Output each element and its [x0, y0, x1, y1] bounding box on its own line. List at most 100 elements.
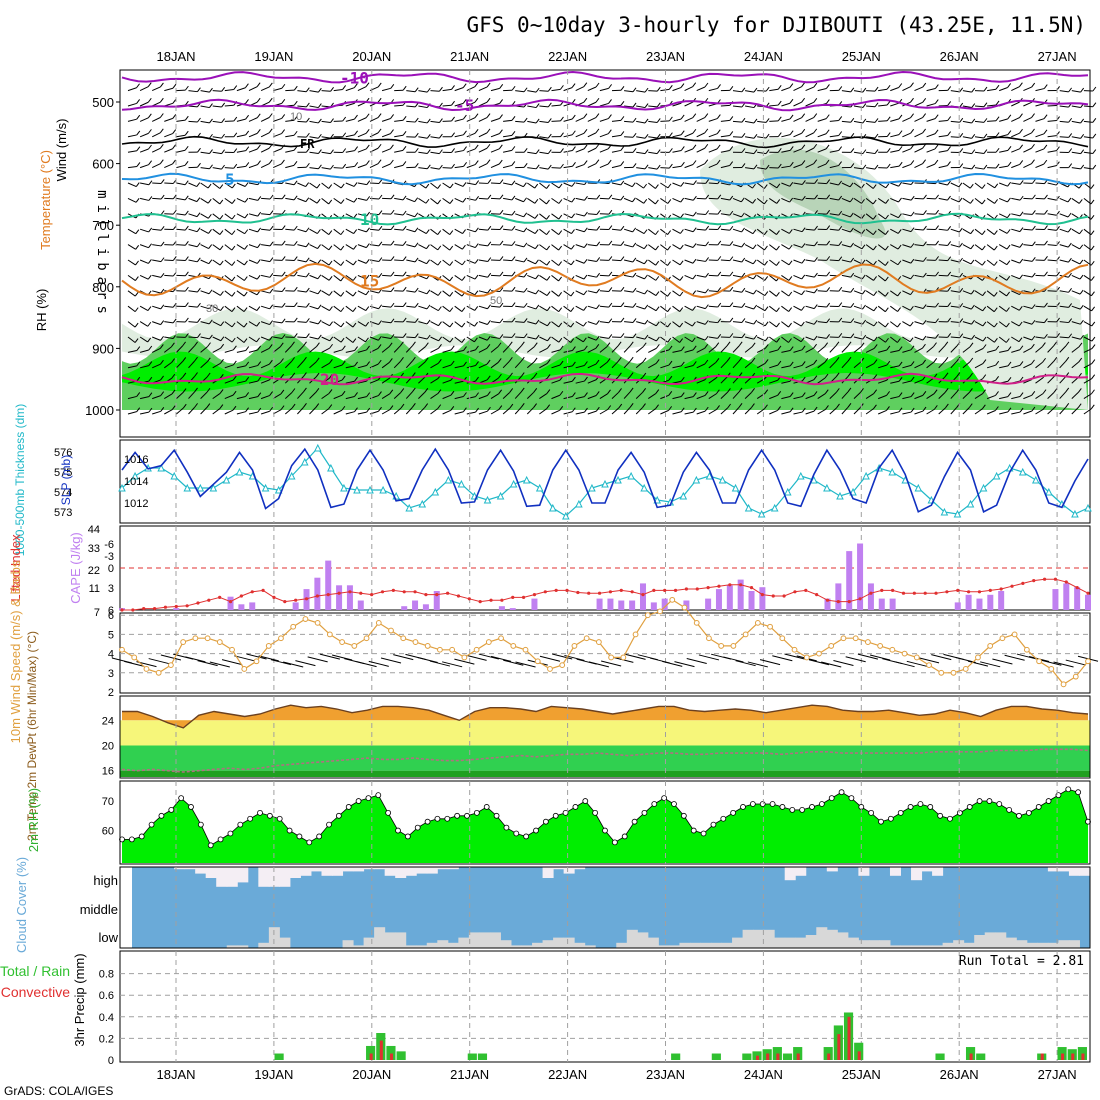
- wind-barb: [575, 244, 585, 248]
- wind-barb-flag: [679, 276, 684, 281]
- wind-barb-flag: [134, 291, 139, 297]
- wind-barb: [260, 363, 270, 369]
- wind-barb-flag: [764, 291, 769, 296]
- wind-barb: [865, 336, 875, 342]
- wind10m-barb: [429, 660, 451, 667]
- wind-barb-flag: [520, 387, 525, 393]
- wind-barb-flag: [424, 342, 429, 347]
- wind-barb-flag: [194, 356, 198, 362]
- cloud-low-block: [932, 945, 944, 948]
- wind-barb: [273, 274, 283, 277]
- wind-barb: [454, 182, 464, 187]
- wind-barb-flag: [897, 322, 901, 328]
- wind-barb-flag: [922, 359, 927, 365]
- x-tick-bottom: 19JAN: [254, 1067, 293, 1082]
- wind-barb-flag: [959, 303, 964, 308]
- wind-barb: [1047, 345, 1055, 353]
- wind-barb-flag: [885, 337, 889, 343]
- rh2m-point: [237, 821, 244, 828]
- wind-barb-flag: [159, 159, 164, 165]
- wind-barb: [999, 134, 1009, 138]
- wind-barb: [127, 336, 136, 343]
- wind-barb-flag: [257, 144, 261, 150]
- wind-barb-flag: [982, 306, 987, 312]
- wind10m-barb: [662, 660, 683, 667]
- wind-barb: [877, 336, 886, 343]
- wind-barb-flag: [608, 271, 613, 277]
- wind-barb-flag: [365, 129, 370, 134]
- wind-barb: [877, 228, 886, 235]
- wind-barb: [309, 120, 319, 124]
- wind-barb-flag: [451, 100, 455, 106]
- wind-barb: [648, 259, 656, 266]
- wind-barb: [914, 101, 923, 107]
- wind-barb-flag: [971, 164, 976, 170]
- wind-barb-flag: [402, 161, 407, 166]
- wind-barb-flag: [947, 333, 952, 338]
- wind-barb: [768, 244, 777, 251]
- lifted-index-point: [576, 590, 580, 595]
- wind-barb: [890, 228, 899, 234]
- wind-barb: [430, 393, 439, 400]
- wind-barb-flag: [717, 209, 722, 215]
- wind-barb-flag: [813, 406, 818, 412]
- wind-barb-flag: [535, 149, 540, 154]
- wind-barb: [236, 350, 246, 353]
- wind-barb-flag: [160, 336, 164, 341]
- wind-barb: [503, 213, 513, 216]
- wind10m-barb: [1065, 659, 1086, 666]
- wind-barb: [962, 244, 972, 250]
- wind-barb-flag: [340, 261, 345, 266]
- wind-barb: [369, 163, 379, 169]
- wind-barb: [260, 147, 270, 153]
- wind-barb: [405, 407, 413, 415]
- wind-barb-flag: [135, 182, 140, 187]
- wind-barb: [684, 101, 693, 107]
- wind-barb: [164, 321, 174, 324]
- wind-barb: [974, 408, 983, 415]
- wind-barb-flag: [402, 85, 407, 91]
- wind-barb-flag: [982, 336, 987, 342]
- wind-barb-flag: [231, 276, 236, 282]
- wind-barb: [563, 228, 572, 234]
- wind-barb-flag: [753, 334, 758, 340]
- wind-barb: [236, 290, 245, 297]
- lifted-index-point: [945, 590, 949, 594]
- wind-barb-flag: [1043, 129, 1048, 135]
- wind-barb: [490, 321, 500, 324]
- temp-contour: [121, 98, 1089, 112]
- wind10m-point: [938, 669, 945, 676]
- wind-barb-flag: [1031, 143, 1035, 149]
- wind-barb: [418, 361, 426, 369]
- wind-barb: [708, 163, 718, 169]
- wind-barb-flag: [352, 338, 357, 343]
- wind-barb-flag: [632, 287, 637, 293]
- wind-barb-flag: [147, 113, 152, 119]
- wind-barb-flag: [885, 214, 889, 220]
- wind-barb: [248, 411, 258, 415]
- wind-barb: [732, 105, 742, 108]
- wind-barb-flag: [680, 229, 684, 234]
- wind-barb: [1023, 132, 1032, 138]
- wind-barb-flag: [1078, 357, 1083, 363]
- wind-barb-flag: [910, 113, 914, 118]
- wind-barb-flag: [788, 276, 793, 281]
- wind-barb: [1023, 147, 1032, 153]
- wind-barb-flag: [1067, 212, 1072, 218]
- wind-barb-flag: [1044, 318, 1048, 323]
- wind-barb: [490, 346, 499, 353]
- wind-barb-flag: [233, 116, 238, 122]
- wind-barb: [974, 336, 984, 342]
- wind-barb: [514, 345, 522, 353]
- wind10m-point: [767, 623, 773, 630]
- wind-barb: [454, 228, 463, 235]
- wind-barb: [696, 363, 706, 369]
- wind-barb: [805, 274, 815, 278]
- temp-contour-label: FR: [300, 137, 315, 151]
- wind-barb: [563, 165, 573, 169]
- precip-total-bar: [386, 1045, 396, 1060]
- wind-barb: [212, 182, 221, 189]
- wind-barb-flag: [462, 182, 467, 187]
- wind-barb-flag: [826, 318, 831, 323]
- wind-barb: [648, 244, 656, 251]
